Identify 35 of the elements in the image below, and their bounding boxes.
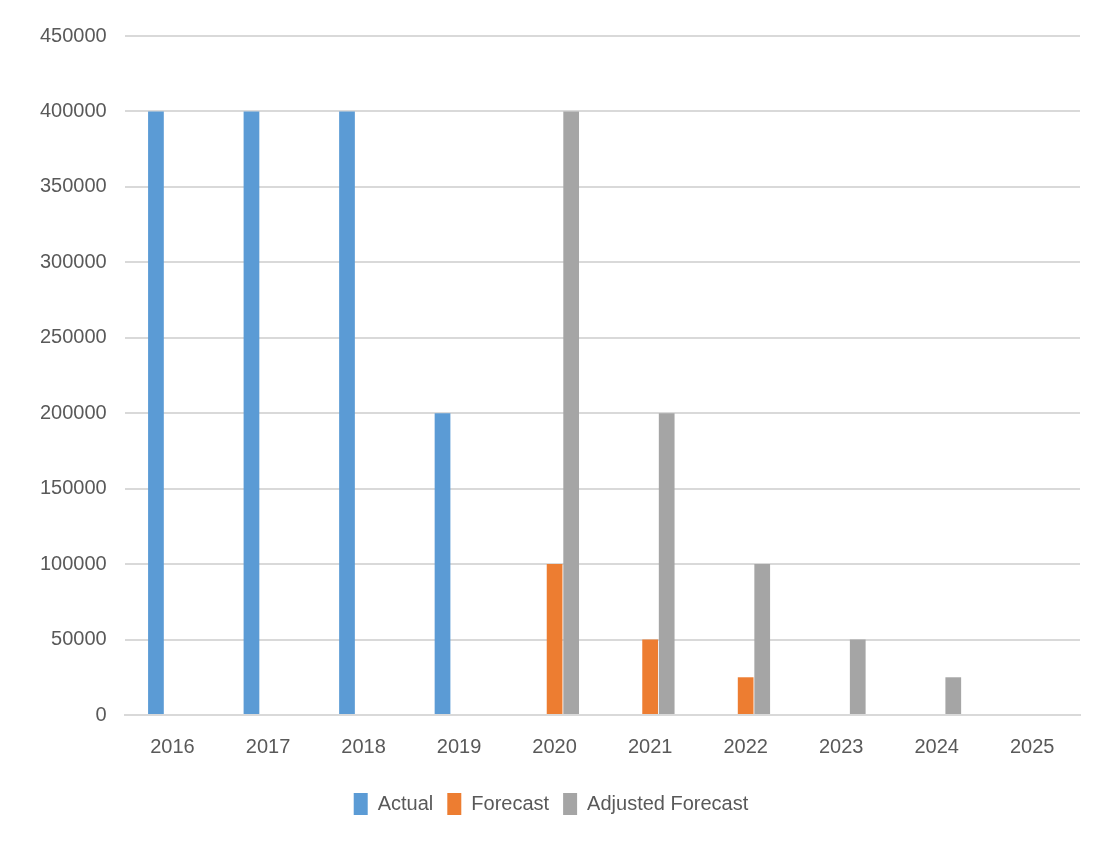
- y-tick-label: 350000: [39, 174, 107, 197]
- x-tick-label: 2024: [914, 734, 959, 757]
- bar: [243, 111, 260, 714]
- bar: [563, 111, 580, 714]
- x-tick-label: 2016: [150, 734, 195, 757]
- x-tick-label: 2020: [532, 734, 577, 757]
- y-tick-label: 400000: [39, 98, 107, 121]
- y-tick-label: 200000: [39, 400, 107, 423]
- legend-label: Adjusted Forecast: [587, 791, 749, 814]
- bar: [434, 413, 451, 714]
- y-tick-label: 0: [95, 702, 107, 725]
- bar: [642, 639, 658, 714]
- x-tick-label: 2021: [627, 734, 673, 757]
- y-tick-label: 300000: [39, 249, 107, 272]
- y-tick-label: 100000: [39, 551, 107, 574]
- legend-label: Actual: [377, 791, 434, 814]
- bar: [945, 677, 962, 714]
- bar: [339, 111, 355, 714]
- x-tick-label: 2022: [723, 734, 768, 757]
- bar: [546, 564, 563, 714]
- x-tick-label: 2023: [818, 734, 864, 757]
- y-tick-label: 50000: [51, 627, 107, 650]
- bar: [658, 413, 675, 714]
- bar: [737, 677, 754, 714]
- bar: [754, 564, 771, 714]
- bar: [849, 639, 866, 714]
- legend-label: Forecast: [471, 791, 550, 814]
- x-tick-label: 2025: [1009, 734, 1055, 757]
- bar: [148, 111, 164, 714]
- x-tick-label: 2019: [436, 734, 482, 757]
- y-tick-label: 250000: [39, 325, 107, 348]
- x-tick-label: 2018: [341, 734, 386, 757]
- y-tick-label: 150000: [39, 476, 107, 499]
- y-tick-label: 450000: [39, 23, 107, 46]
- x-tick-label: 2017: [245, 734, 291, 757]
